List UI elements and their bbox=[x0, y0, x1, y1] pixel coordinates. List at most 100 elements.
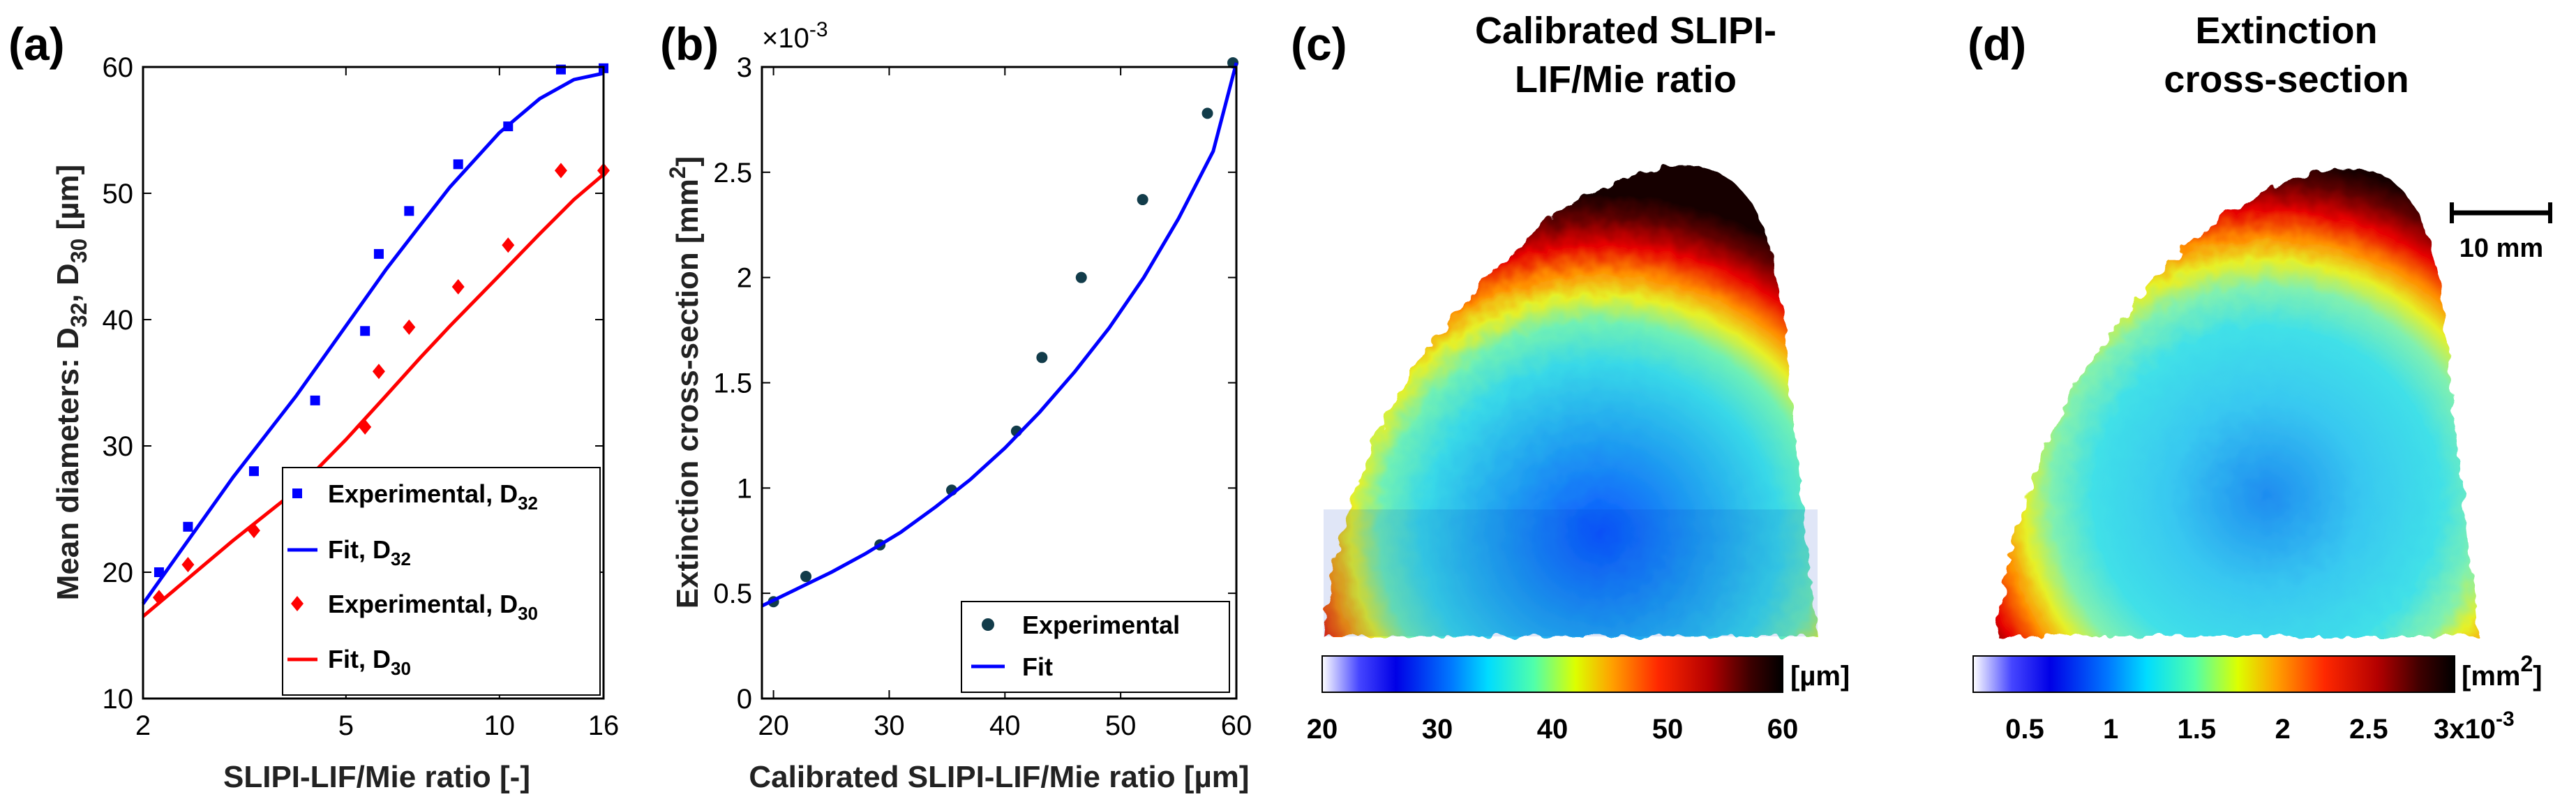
a-y-label-part1: Mean diameters: D bbox=[51, 327, 85, 600]
c-colorbar-tick-label: 30 bbox=[1422, 714, 1453, 745]
d-scale-bar-label: 10 mm bbox=[2459, 234, 2543, 263]
a-series-3-fit-line bbox=[142, 172, 605, 618]
a-plot-frame bbox=[142, 66, 605, 700]
a-y-label-part3: [µm] bbox=[51, 165, 85, 239]
c-colorbar-tick-label: 20 bbox=[1307, 714, 1338, 745]
a-legend-box bbox=[282, 467, 601, 696]
a-legend-label-fit-d30: Fit, D30 bbox=[328, 645, 411, 679]
b-x-tick-label: 20 bbox=[758, 710, 789, 741]
c-colorbar-tick-label: 40 bbox=[1537, 714, 1568, 745]
a-series-0-point bbox=[248, 466, 259, 477]
panel-a-label: (a) bbox=[8, 18, 65, 70]
panel-c-label: (c) bbox=[1291, 18, 1347, 70]
b-series-0-point bbox=[1137, 194, 1148, 206]
b-legend-marker-experimental bbox=[982, 618, 994, 631]
b-legend-label-fit: Fit bbox=[1022, 652, 1053, 681]
c-colorbar: [µm] 20 30 40 50 60 bbox=[1307, 655, 1850, 745]
a-x-tick-label: 5 bbox=[338, 710, 354, 741]
a-y-tick-label: 10 bbox=[103, 684, 134, 715]
a-series-2-point bbox=[554, 163, 567, 179]
b-x-tick-label: 30 bbox=[874, 710, 905, 741]
b-y-label-sup: 2 bbox=[665, 166, 690, 179]
d-colorbar-tick-label: 1.5 bbox=[2178, 714, 2217, 745]
panel-b: (b) 0 0.5 1 1.5 2 2.5 3 20 30 40 50 60 ×10-3 Calib… bbox=[660, 18, 1252, 794]
a-y-label-part2: , D bbox=[51, 263, 85, 302]
a-y-axis-label: Mean diameters: D32, D30 [µm] bbox=[51, 165, 91, 601]
a-series-2-point bbox=[502, 237, 515, 253]
b-y-tick-label: 1.5 bbox=[713, 368, 752, 399]
panel-d-label: (d) bbox=[1968, 18, 2026, 70]
c-spray-plume bbox=[1324, 165, 1818, 636]
b-x-tick-label: 40 bbox=[989, 710, 1021, 741]
a-series-0-point bbox=[373, 248, 384, 259]
b-legend: Experimental Fit bbox=[961, 601, 1230, 693]
a-y-label-sub1: 32 bbox=[66, 303, 91, 328]
a-x-tick-label: 10 bbox=[484, 710, 516, 741]
c-title: Calibrated SLIPI- LIF/Mie ratio bbox=[1475, 10, 1776, 100]
d-colorbar-gradient bbox=[1972, 655, 2455, 693]
b-y-label-part1: Extinction cross-section [mm bbox=[671, 179, 705, 609]
a-series-0-point bbox=[404, 206, 414, 216]
d-colorbar-exponent: -3 bbox=[2496, 708, 2515, 731]
d-spray-image bbox=[1997, 168, 2478, 637]
d-spray-plume bbox=[1997, 168, 2478, 637]
a-series-2-point bbox=[451, 278, 465, 294]
d-colorbar-tick-label: 1 bbox=[2103, 714, 2118, 745]
d-title-line-1: Extinction bbox=[2195, 10, 2377, 52]
b-x-tick-label: 60 bbox=[1221, 710, 1252, 741]
c-colorbar-tick-label: 50 bbox=[1652, 714, 1684, 745]
a-y-tick-label: 50 bbox=[103, 179, 134, 209]
b-series-1-fit-line bbox=[761, 62, 1238, 608]
d-colorbar-unit: [mm2] bbox=[2462, 651, 2543, 692]
a-x-tick-label: 2 bbox=[135, 710, 151, 741]
a-legend-label-exp-d30: Experimental, D30 bbox=[328, 590, 538, 624]
b-y-tick-label: 1 bbox=[737, 473, 752, 504]
a-series-0-point bbox=[360, 326, 370, 336]
d-title-line-2: cross-section bbox=[2164, 59, 2409, 100]
a-series-2-point bbox=[181, 557, 195, 573]
b-y-tick-label: 0 bbox=[737, 684, 752, 715]
a-y-tick-label: 40 bbox=[103, 305, 134, 336]
c-title-line-1: Calibrated SLIPI- bbox=[1475, 10, 1776, 52]
a-legend-label-fit-d32: Fit, D32 bbox=[328, 535, 411, 569]
b-y-tick-label: 2 bbox=[737, 263, 752, 294]
b-series-0-point bbox=[1036, 352, 1048, 364]
a-series-0-point bbox=[310, 395, 320, 405]
c-title-line-2: LIF/Mie ratio bbox=[1515, 59, 1737, 100]
panel-b-label: (b) bbox=[660, 18, 719, 70]
d-scale-bar: 10 mm bbox=[2450, 202, 2552, 263]
c-spray-banding bbox=[1324, 509, 1818, 636]
b-y-label-part2: ] bbox=[671, 156, 705, 167]
a-series-0-point bbox=[453, 159, 463, 170]
a-series-2-point bbox=[372, 364, 385, 380]
c-colorbar-tick-label: 60 bbox=[1767, 714, 1799, 745]
d-colorbar: [mm2] 0.5 1 1.5 2 2.5 3x10-3 bbox=[1972, 651, 2543, 745]
a-x-axis-label: SLIPI-LIF/Mie ratio [-] bbox=[223, 760, 530, 794]
d-colorbar-tick-label: 2 bbox=[2275, 714, 2290, 745]
panel-a: (a) 10 20 30 40 50 60 2 5 10 16 SLIPI-LIF/Mie ra… bbox=[8, 18, 619, 794]
a-y-tick-label: 20 bbox=[103, 558, 134, 588]
a-y-label-sub2: 30 bbox=[66, 239, 91, 264]
a-series-2-point bbox=[403, 319, 416, 335]
d-colorbar-tick-label: 3x10-3 bbox=[2434, 708, 2515, 745]
a-legend: Experimental, D32 Fit, D32 Experimental,… bbox=[282, 467, 601, 696]
b-x-ticks: 20 30 40 50 60 bbox=[758, 67, 1252, 741]
a-legend-marker-exp-d30 bbox=[291, 596, 304, 611]
c-spray-image bbox=[1324, 165, 1818, 636]
b-y-tick-label: 0.5 bbox=[713, 579, 752, 609]
d-colorbar-ticks: 0.5 1 1.5 2 2.5 3x10-3 bbox=[2005, 708, 2515, 745]
c-colorbar-ticks: 20 30 40 50 60 bbox=[1307, 714, 1799, 745]
b-x-tick-label: 50 bbox=[1105, 710, 1137, 741]
d-colorbar-tick-label: 2.5 bbox=[2349, 714, 2388, 745]
b-legend-box bbox=[961, 601, 1230, 693]
b-y-axis-label: Extinction cross-section [mm2] bbox=[665, 156, 705, 609]
b-x-axis-label: Calibrated SLIPI-LIF/Mie ratio [µm] bbox=[749, 760, 1249, 794]
c-colorbar-gradient bbox=[1321, 655, 1783, 693]
b-y-tick-label: 2.5 bbox=[713, 158, 752, 188]
b-legend-label-experimental: Experimental bbox=[1022, 611, 1180, 639]
b-series bbox=[761, 57, 1239, 608]
a-series-0-point bbox=[183, 521, 193, 532]
d-colorbar-tick-label: 0.5 bbox=[2005, 714, 2044, 745]
a-x-ticks: 2 5 10 16 bbox=[135, 67, 619, 741]
